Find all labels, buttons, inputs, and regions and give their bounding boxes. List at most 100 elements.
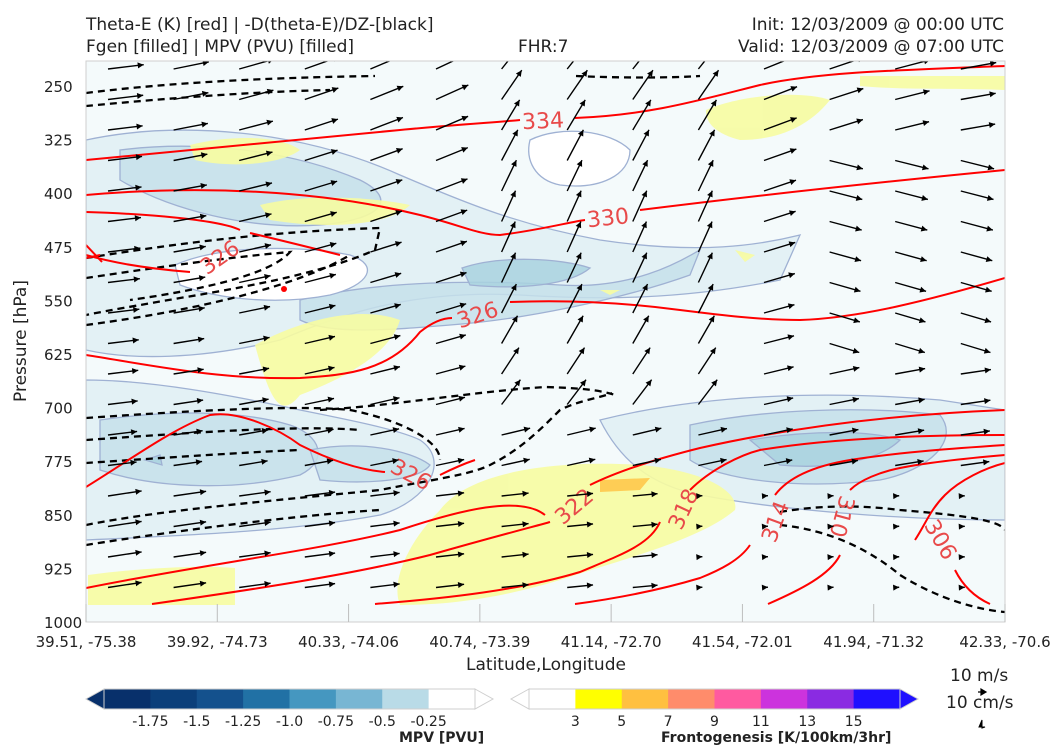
y-axis: 250 325 400 475 550 625 700 775 850 925 1000 — [44, 78, 82, 632]
y-tick-label: 250 — [44, 78, 73, 96]
colorbar-swatch — [150, 689, 198, 709]
x-tick-label: 41.54, -72.01 — [692, 633, 793, 651]
wind-arrow — [173, 428, 203, 436]
wind-arrow — [501, 61, 509, 70]
wind-arrow — [761, 493, 769, 500]
wind-arrow — [566, 315, 584, 344]
wind-arrow — [697, 315, 715, 344]
colorbar-swatch — [807, 689, 855, 709]
wind-arrow — [370, 272, 402, 284]
wind-arrow — [697, 129, 716, 161]
colorbar-tick-label: 13 — [798, 714, 816, 730]
wind-arrow — [107, 429, 138, 436]
wind-arrow — [239, 458, 268, 467]
wind-arrow — [173, 397, 204, 406]
x-axis: 39.51, -75.38 39.92, -74.73 40.33, -74.06 4… — [36, 604, 1050, 651]
wind-arrow — [763, 303, 795, 314]
wind-arrow — [435, 551, 465, 558]
wind-arrow — [239, 366, 270, 375]
wind-arrow — [435, 240, 468, 253]
wind-arrow — [435, 115, 469, 131]
wind-arrow — [566, 221, 582, 253]
y-tick-label: 1000 — [44, 614, 82, 632]
colorbar-tick-label: 15 — [845, 714, 863, 730]
wind-arrow — [829, 342, 860, 354]
wind-arrow — [761, 523, 769, 530]
colorbar-tick-label: -0.75 — [318, 714, 354, 730]
colorbar-tick-label: -1.0 — [276, 714, 303, 730]
wind-arrow — [893, 523, 900, 530]
wind-arrow — [304, 458, 334, 467]
wind-arrow — [304, 272, 337, 284]
wind-arrow — [895, 220, 928, 232]
wind-arrow — [761, 584, 769, 591]
mpv-colorbar-title: MPV [PVU] — [399, 730, 484, 746]
wind-arrow — [107, 549, 142, 558]
colorbar-swatch — [668, 689, 715, 709]
x-tick-label: 41.14, -72.70 — [561, 633, 662, 651]
wind-arrow — [697, 347, 717, 375]
wind-arrow — [829, 458, 859, 467]
wind-arrow — [895, 428, 925, 436]
wind-arrow — [435, 395, 466, 406]
wind-arrow — [696, 584, 703, 591]
wind-arrow — [304, 550, 336, 558]
wind-arrow — [107, 123, 143, 131]
wind-arrow — [500, 315, 519, 344]
wind-arrow — [567, 491, 594, 497]
theta-e-label: 330 — [586, 204, 630, 233]
colorbar-swatch — [382, 689, 430, 709]
wind-arrow — [435, 209, 468, 223]
wind-arrow — [501, 521, 529, 528]
wind-arrow — [107, 519, 142, 528]
fgen-colorbar: 3 5 7 9 11 13 15 — [509, 688, 920, 730]
wind-arrow — [107, 215, 142, 223]
vector-scale-wind: 10 m/s — [950, 666, 1008, 686]
wind-arrow — [370, 490, 400, 497]
wind-arrow — [567, 521, 594, 528]
wind-arrow — [567, 457, 596, 467]
wind-arrow — [435, 364, 466, 375]
wind-arrow — [827, 493, 834, 500]
colorbar-swatch — [428, 689, 476, 709]
wind-arrow — [763, 117, 797, 131]
wind-arrow — [960, 122, 996, 131]
wind-arrow — [827, 584, 834, 591]
wind-arrow — [239, 489, 271, 497]
wind-arrow — [370, 85, 404, 101]
init-time: Init: 12/03/2009 @ 00:00 UTC — [751, 15, 1004, 35]
colorbar-swatch — [853, 689, 901, 709]
chart-title-line1: Theta-E (K) [red] | -D(theta-E)/DZ-[blac… — [86, 15, 434, 35]
wind-arrow — [632, 190, 648, 222]
wind-arrow — [239, 274, 271, 284]
wind-arrow — [500, 190, 517, 222]
wind-arrow — [304, 87, 339, 101]
x-tick-label: 39.92, -74.73 — [167, 633, 268, 651]
wind-arrow — [632, 99, 652, 131]
wind-arrow — [173, 183, 207, 192]
wind-arrow — [435, 426, 465, 436]
wind-arrow — [960, 251, 993, 263]
y-tick-label: 700 — [44, 400, 73, 418]
wind-arrow — [239, 61, 272, 70]
wind-arrow — [893, 493, 900, 500]
theta-e-contours — [86, 65, 1005, 605]
wind-arrow — [173, 90, 209, 101]
wind-arrow — [370, 581, 400, 589]
wind-arrow — [566, 379, 587, 405]
wind-arrow — [370, 551, 400, 558]
wind-arrow — [829, 396, 860, 406]
colorbar-swatch — [289, 689, 337, 709]
wind-arrow — [173, 580, 207, 589]
wind-arrow — [763, 241, 796, 253]
wind-arrow — [500, 159, 518, 192]
wind-arrow — [696, 493, 703, 500]
wind-arrow — [370, 334, 401, 345]
wind-arrow — [763, 86, 798, 101]
wind-arrow — [370, 241, 402, 253]
wind-arrow — [960, 281, 992, 293]
wind-arrow — [895, 120, 930, 131]
wind-arrow — [894, 342, 926, 354]
wind-arrow — [107, 398, 138, 406]
